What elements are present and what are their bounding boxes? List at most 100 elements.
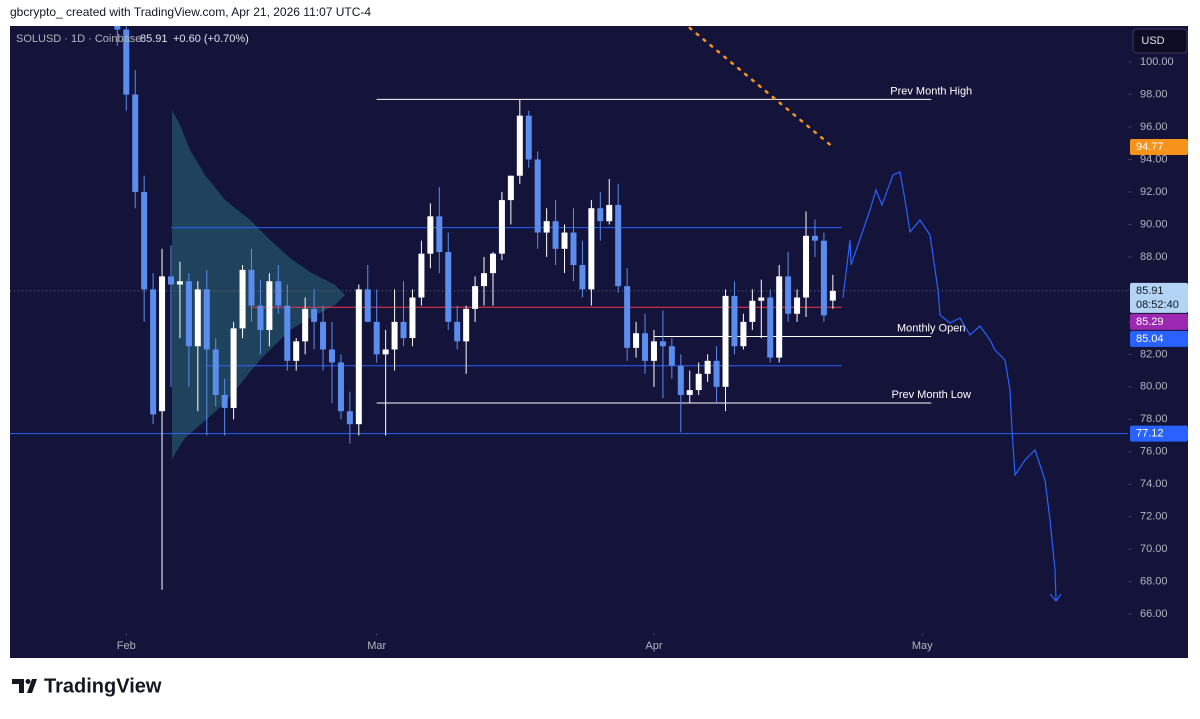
- level-label: Prev Month High: [890, 85, 972, 97]
- logo-dot: [25, 679, 31, 684]
- candle-body: [498, 200, 505, 254]
- y-tick-label: 78.00: [1140, 413, 1168, 425]
- candle-body: [820, 240, 827, 316]
- y-tick-label: 74.00: [1140, 478, 1168, 490]
- candle-body: [588, 208, 595, 290]
- y-tick-label: 96.00: [1140, 121, 1168, 133]
- candle-body: [794, 297, 801, 314]
- price-countdown: 08:52:40: [1136, 299, 1179, 311]
- logo-icon: [12, 679, 37, 693]
- candle-body: [373, 321, 380, 355]
- candle-body: [642, 333, 649, 361]
- candle-body: [194, 289, 201, 347]
- candle-body: [159, 276, 166, 412]
- candle-body: [346, 411, 353, 425]
- candle-body: [624, 286, 631, 348]
- candle-body: [516, 115, 523, 176]
- candle-body: [695, 373, 702, 391]
- candle-body: [221, 394, 228, 408]
- candle-body: [525, 115, 532, 160]
- candle-body: [650, 341, 657, 361]
- candle-body: [713, 360, 720, 387]
- trendline: [688, 26, 835, 149]
- currency[interactable]: USD: [1141, 35, 1164, 47]
- level-label: Prev Month Low: [891, 389, 971, 401]
- candle-body: [677, 365, 684, 395]
- candle-body: [552, 221, 559, 249]
- candle-body: [507, 175, 514, 201]
- candle-body: [704, 360, 711, 374]
- candle-body: [731, 295, 738, 347]
- candle-body: [409, 297, 416, 339]
- y-tick-label: 66.00: [1140, 608, 1168, 620]
- y-tick-label: 80.00: [1140, 381, 1168, 393]
- currency-button[interactable]: [1132, 28, 1188, 54]
- candle-body: [141, 191, 148, 290]
- candle-body: [489, 253, 496, 274]
- symbol: SOLUSD · 1D · Coinbase: [16, 33, 141, 45]
- candle-body: [543, 221, 550, 233]
- candle-body: [811, 235, 818, 241]
- candle-body: [212, 349, 219, 395]
- candle-body: [382, 349, 389, 355]
- candle-body: [275, 281, 282, 306]
- candle-body: [266, 281, 273, 330]
- candle-body: [561, 232, 568, 249]
- candle-body: [132, 94, 139, 192]
- candle-body: [749, 300, 756, 322]
- candle-body: [185, 281, 192, 347]
- candle-body: [668, 346, 675, 366]
- candle-body: [481, 273, 488, 287]
- y-tick-label: 76.00: [1140, 446, 1168, 458]
- candle-body: [740, 321, 747, 347]
- y-tick-label: 90.00: [1140, 218, 1168, 230]
- price-label: 85.91: [1136, 285, 1164, 297]
- x-tick-label: Mar: [367, 640, 386, 652]
- candle-body: [633, 333, 640, 348]
- price-change: +0.60 (+0.70%): [173, 33, 249, 45]
- price-label-box: [1130, 138, 1188, 155]
- candle-body: [257, 305, 264, 330]
- candle-body: [239, 269, 246, 329]
- candle-body: [427, 216, 434, 254]
- candle-body: [320, 321, 327, 350]
- candle-body: [284, 305, 291, 361]
- candle-body: [454, 321, 461, 342]
- candle-body: [302, 308, 309, 342]
- y-tick-label: 94.00: [1140, 153, 1168, 165]
- y-tick-label: 70.00: [1140, 543, 1168, 555]
- candle-body: [328, 349, 335, 363]
- price-label: 85.04: [1136, 333, 1164, 345]
- candle-body: [230, 328, 237, 408]
- candle-body: [400, 321, 407, 339]
- candle-body: [472, 286, 479, 309]
- candle-body: [311, 308, 318, 322]
- y-tick-label: 100.00: [1140, 56, 1174, 68]
- candle-body: [355, 289, 362, 425]
- candle-body: [364, 289, 371, 322]
- x-tick-label: Apr: [645, 640, 662, 652]
- price-label-box: [1130, 330, 1188, 347]
- plot-area: Prev Month High Monthly Open Prev Month Lo…: [10, 26, 1128, 590]
- candle-body: [167, 276, 174, 285]
- last-price: 85.91: [140, 33, 168, 45]
- brand: TradingView: [44, 675, 162, 697]
- candle-body: [776, 276, 783, 358]
- y-tick-label: 72.00: [1140, 511, 1168, 523]
- price-label-box: [1130, 313, 1188, 330]
- level-label: Monthly Open: [897, 322, 965, 334]
- price-label: 85.29: [1136, 316, 1164, 328]
- price-label-box: [1130, 425, 1188, 442]
- y-tick-label: 68.00: [1140, 576, 1168, 588]
- candle-body: [785, 276, 792, 314]
- candle-body: [463, 308, 470, 342]
- candle-body: [579, 265, 586, 290]
- y-tick-label: 82.00: [1140, 348, 1168, 360]
- attribution: gbcrypto_ created with TradingView.com, …: [10, 5, 371, 19]
- candle-body: [686, 390, 693, 395]
- candle-body: [203, 289, 210, 350]
- candle-body: [123, 29, 130, 95]
- candle-body: [767, 297, 774, 358]
- candle-body: [436, 216, 443, 253]
